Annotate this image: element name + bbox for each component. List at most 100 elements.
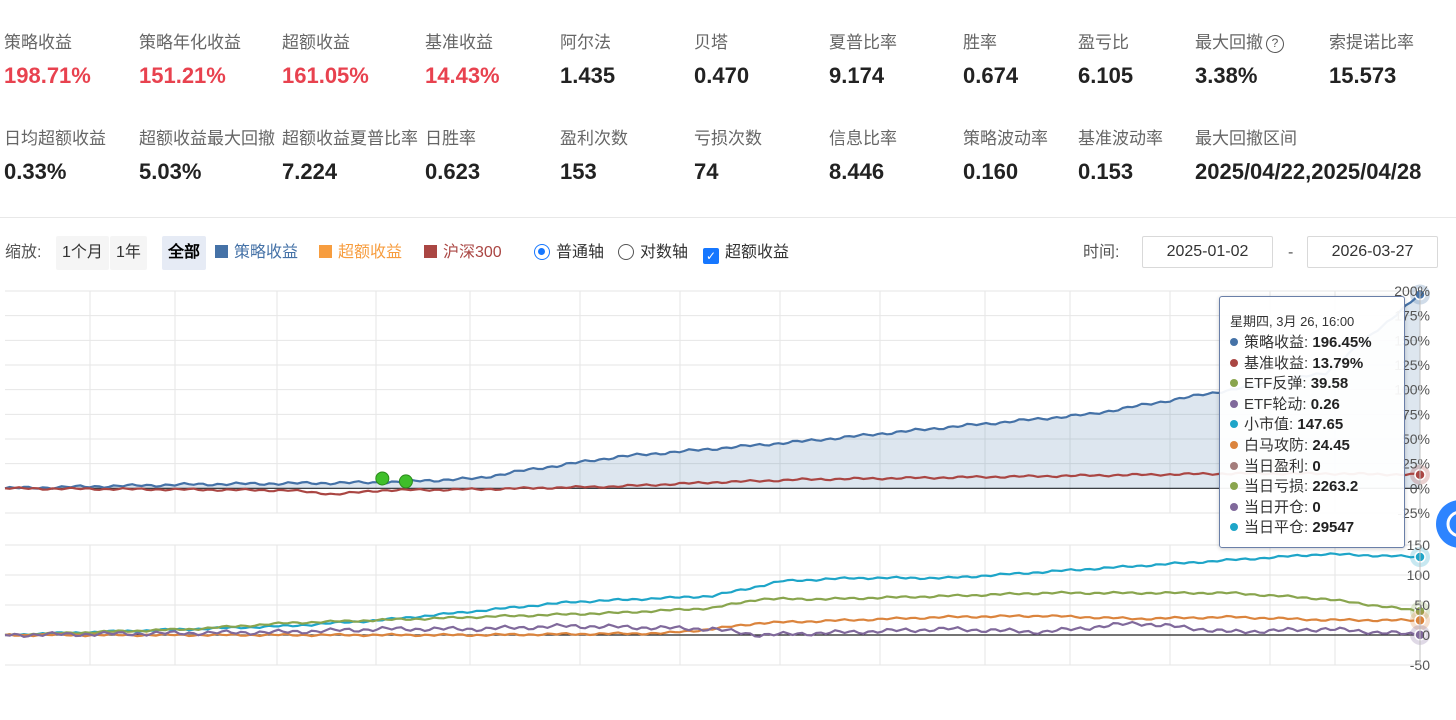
- tooltip-row-label: 小市值: [1244, 416, 1290, 434]
- stat-label-text: 盈亏比: [1078, 33, 1129, 52]
- tooltip-row-label: 当日亏损: [1244, 478, 1305, 496]
- stat-label: 日均超额收益: [4, 124, 106, 149]
- event-flag-marker[interactable]: [375, 471, 390, 486]
- stat-value: 9.174: [829, 63, 885, 88]
- stat-label-text: 贝塔: [694, 33, 728, 52]
- stat-value: 2025/04/22,2025/04/28: [1195, 159, 1422, 184]
- series-line-策略收益[interactable]: [4, 293, 1421, 490]
- stat-stats_row2-5: 亏损次数 74: [694, 124, 762, 185]
- stat-stats_row1-2: 超额收益 161.05%: [282, 28, 369, 89]
- stat-label: 基准收益: [425, 28, 500, 53]
- series-line-ETF反弹[interactable]: [5, 590, 1421, 637]
- tooltip-row-value: 29547: [1312, 519, 1355, 537]
- date-from-input[interactable]: 2025-01-02: [1142, 236, 1273, 268]
- axis-normal-radio[interactable]: 普通轴: [534, 236, 604, 270]
- legend-hs300-swatch: [424, 245, 437, 258]
- stat-value: 0.33%: [4, 159, 67, 184]
- stat-value: 74: [694, 159, 719, 184]
- excess-checkbox[interactable]: ✓ 超额收益: [703, 236, 789, 270]
- stat-label-text: 日胜率: [425, 129, 476, 148]
- stat-label: 超额收益: [282, 28, 369, 53]
- stat-label-text: 日均超额收益: [4, 129, 106, 148]
- section-divider: [0, 217, 1456, 218]
- legend-excess[interactable]: 超额收益: [319, 236, 402, 270]
- series-line-小市值[interactable]: [4, 552, 1421, 637]
- y-tick-label: 0: [1422, 627, 1430, 643]
- axis-log-radio[interactable]: 对数轴: [618, 236, 688, 270]
- stat-label-text: 索提诺比率: [1329, 33, 1414, 52]
- chart-toolbar: 缩放: 1个月 1年 全部 策略收益 超额收益 沪深300 普通轴 对数轴 ✓ 超…: [0, 236, 1456, 272]
- series-dot-icon: [1230, 399, 1238, 408]
- stat-stats_row1-6: 夏普比率 9.174: [829, 28, 897, 89]
- y-tick-label: -25%: [1397, 505, 1430, 521]
- stat-label: 索提诺比率: [1329, 28, 1414, 53]
- stat-label: 阿尔法: [560, 28, 615, 53]
- legend-hs300-label: 沪深300: [443, 244, 502, 261]
- stat-stats_row1-10: 索提诺比率 15.573: [1329, 28, 1414, 89]
- stat-value: 198.71%: [4, 63, 91, 88]
- stat-value: 15.573: [1329, 63, 1397, 88]
- stat-stats_row2-6: 信息比率 8.446: [829, 124, 897, 185]
- stat-stats_row2-7: 策略波动率 0.160: [963, 124, 1048, 185]
- tooltip-row-value: 196.45%: [1312, 334, 1372, 351]
- excess-checkbox-label: 超额收益: [725, 244, 790, 261]
- date-separator: -: [1288, 244, 1294, 261]
- zoom-label: 缩放:: [5, 244, 42, 261]
- stat-label-text: 策略收益: [4, 33, 72, 52]
- stat-label-text: 基准收益: [425, 33, 493, 52]
- stat-label: 策略收益: [4, 28, 91, 53]
- tooltip-row-label: ETF反弹: [1244, 375, 1303, 393]
- y-tick-label: 50: [1414, 597, 1430, 613]
- stat-label: 策略年化收益: [139, 28, 241, 53]
- date-to-input[interactable]: 2026-03-27: [1307, 236, 1438, 268]
- stat-label: 基准波动率: [1078, 124, 1163, 149]
- tooltip-row: ETF反弹: 39.58: [1230, 374, 1404, 395]
- question-circle-icon[interactable]: ?: [1266, 35, 1284, 53]
- stat-label-text: 最大回撤: [1195, 33, 1263, 52]
- stat-value: 0.470: [694, 63, 750, 88]
- stat-value: 0.153: [1078, 159, 1134, 184]
- stat-label: 超额收益最大回撤: [139, 124, 275, 149]
- tooltip-row-value: 147.65: [1297, 416, 1344, 434]
- stat-stats_row1-9: 最大回撤? 3.38%: [1195, 28, 1284, 89]
- axis-log-label: 对数轴: [640, 244, 689, 261]
- zoom-all-button[interactable]: 全部: [162, 236, 207, 270]
- tooltip-row-value: 13.79%: [1312, 354, 1364, 372]
- legend-strategy[interactable]: 策略收益: [215, 236, 298, 270]
- event-flag-marker[interactable]: [398, 474, 413, 489]
- tooltip-row: 当日亏损: 2263.2: [1230, 477, 1404, 498]
- floating-help-widget-icon[interactable]: [1436, 500, 1456, 548]
- stat-value: 5.03%: [139, 159, 202, 184]
- tooltip-row-value: 24.45: [1312, 436, 1350, 454]
- series-line-基准收益[interactable]: [4, 471, 1421, 496]
- stat-stats_row1-1: 策略年化收益 151.21%: [139, 28, 241, 89]
- tooltip-row: 当日开仓: 0: [1230, 498, 1404, 519]
- zoom-1-month-button[interactable]: 1个月: [56, 236, 109, 270]
- stat-value: 14.43%: [425, 63, 500, 88]
- y-tick-label: 75%: [1402, 406, 1430, 422]
- stat-label-text: 超额收益最大回撤: [139, 129, 275, 148]
- series-dot-icon: [1230, 461, 1238, 470]
- stat-label-text: 夏普比率: [829, 33, 897, 52]
- stat-label: 信息比率: [829, 124, 897, 149]
- stat-label-text: 胜率: [963, 33, 997, 52]
- stat-stats_row2-1: 超额收益最大回撤 5.03%: [139, 124, 275, 185]
- series-line-ETF轮动[interactable]: [4, 620, 1420, 639]
- tooltip-row: 基准收益: 13.79%: [1230, 354, 1404, 375]
- stat-label-text: 策略波动率: [963, 129, 1048, 148]
- stat-stats_row2-0: 日均超额收益 0.33%: [4, 124, 106, 185]
- stat-label: 策略波动率: [963, 124, 1048, 149]
- stat-value: 151.21%: [139, 63, 226, 88]
- series-dot-icon: [1230, 358, 1238, 367]
- series-line-白马攻防[interactable]: [4, 614, 1421, 638]
- stat-label-text: 盈利次数: [560, 129, 628, 148]
- stat-stats_row1-3: 基准收益 14.43%: [425, 28, 500, 89]
- stat-stats_row2-9: 最大回撤区间 2025/04/22,2025/04/28: [1195, 124, 1421, 185]
- legend-hs300[interactable]: 沪深300: [424, 236, 502, 270]
- chart-tooltip: 星期四, 3月 26, 16:00 策略收益: 196.45% 基准收益: 13.…: [1219, 296, 1405, 548]
- performance-chart[interactable]: 200%175%150%125%100%75%50%25%0%-25% 1501…: [0, 280, 1456, 680]
- zoom-1-year-button[interactable]: 1年: [110, 236, 147, 270]
- series-dot-icon: [1230, 338, 1238, 346]
- stat-value: 0.674: [963, 63, 1019, 88]
- stat-value: 153: [560, 159, 597, 184]
